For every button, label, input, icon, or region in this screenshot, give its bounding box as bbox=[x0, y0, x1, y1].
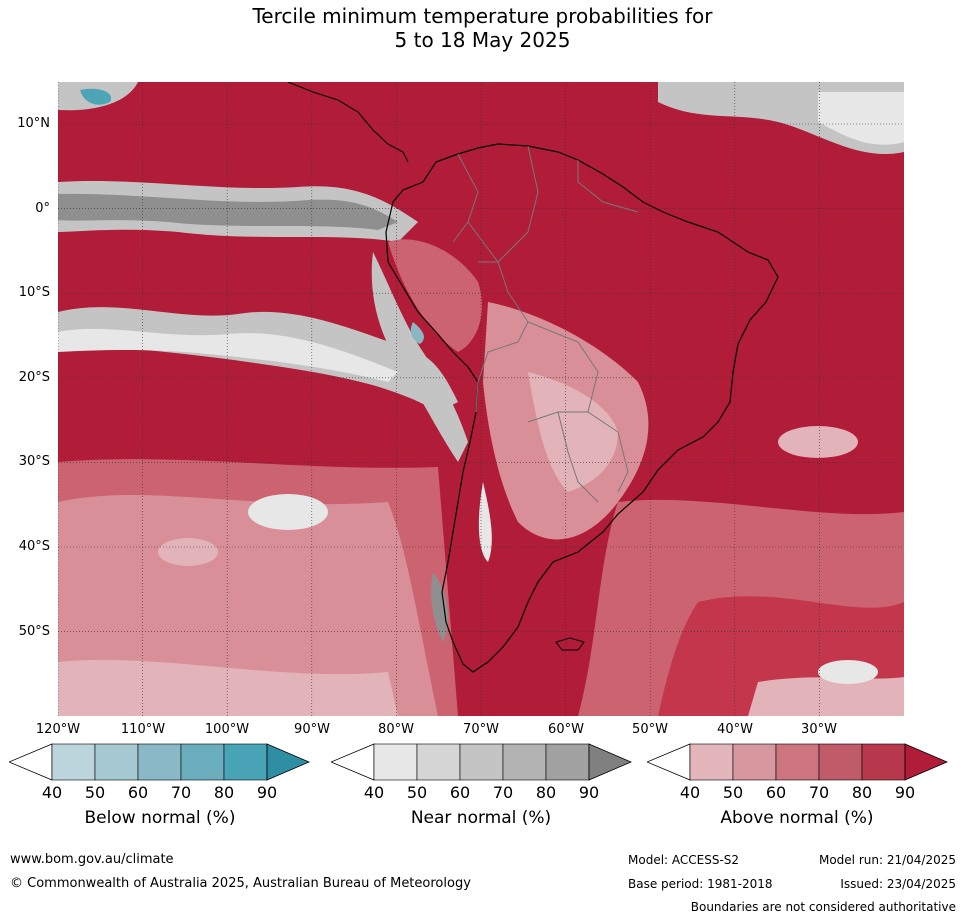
lat-label-0: 0° bbox=[35, 201, 50, 216]
below-normal-patch-andes bbox=[410, 322, 424, 344]
above-tick-90: 90 bbox=[894, 783, 916, 802]
south-america-coastline bbox=[385, 143, 779, 673]
lat-label-50s: 50°S bbox=[18, 624, 50, 639]
above-swatch-3 bbox=[775, 743, 820, 781]
base-period-text: Base period: 1981-2018 bbox=[628, 877, 773, 891]
near-swatch-6 bbox=[588, 743, 632, 781]
issued-text: Issued: 23/04/2025 bbox=[840, 877, 956, 891]
lon-label-110w: 110°W bbox=[120, 722, 166, 737]
above-tick-80: 80 bbox=[851, 783, 873, 802]
above-swatch-4 bbox=[818, 743, 863, 781]
lon-label-60w: 60°W bbox=[548, 722, 584, 737]
near-swatch-4 bbox=[502, 743, 547, 781]
lon-label-30w: 30°W bbox=[801, 722, 837, 737]
lon-label-70w: 70°W bbox=[463, 722, 499, 737]
lat-label-10n: 10°N bbox=[17, 116, 50, 131]
title-line-2: 5 to 18 May 2025 bbox=[394, 28, 571, 52]
near-tick-50: 50 bbox=[406, 783, 428, 802]
below-normal-colorbar bbox=[9, 743, 310, 781]
above-swatch-0 bbox=[647, 743, 691, 781]
above-swatch-6 bbox=[904, 743, 948, 781]
central-america-coastline bbox=[287, 82, 409, 163]
near-swatch-5 bbox=[545, 743, 590, 781]
graticule bbox=[58, 82, 904, 716]
near-tick-90: 90 bbox=[578, 783, 600, 802]
lat-label-30s: 30°S bbox=[18, 454, 50, 469]
lon-label-40w: 40°W bbox=[717, 722, 753, 737]
patagonia-near-strip bbox=[478, 482, 492, 562]
north-atlantic-near-light bbox=[818, 92, 904, 145]
south-pacific-light-field bbox=[58, 494, 438, 716]
below-swatch-5 bbox=[223, 743, 268, 781]
below-tick-40: 40 bbox=[41, 783, 63, 802]
andes-north-field bbox=[388, 239, 482, 352]
lat-label-40s: 40°S bbox=[18, 539, 50, 554]
near-tick-60: 60 bbox=[449, 783, 471, 802]
above-normal-colorbar bbox=[647, 743, 948, 781]
interior-lighter-field bbox=[528, 372, 618, 492]
lon-label-90w: 90°W bbox=[294, 722, 330, 737]
above-swatch-2 bbox=[732, 743, 777, 781]
below-swatch-0 bbox=[9, 743, 53, 781]
south-atlantic-light-patch-2 bbox=[818, 660, 878, 684]
far-south-east-field bbox=[748, 677, 904, 716]
below-tick-60: 60 bbox=[127, 783, 149, 802]
above-normal-title: Above normal (%) bbox=[720, 808, 874, 828]
model-run-text: Model run: 21/04/2025 bbox=[818, 853, 956, 867]
lon-label-50w: 50°W bbox=[632, 722, 668, 737]
falklands-outline bbox=[555, 637, 585, 651]
above-tick-40: 40 bbox=[679, 783, 701, 802]
south-atlantic-light-patch-1 bbox=[778, 426, 858, 458]
below-swatch-1 bbox=[51, 743, 96, 781]
near-swatch-3 bbox=[459, 743, 504, 781]
below-swatch-6 bbox=[266, 743, 310, 781]
far-south-field bbox=[58, 659, 398, 716]
south-pacific-near-light bbox=[58, 328, 398, 382]
below-tick-50: 50 bbox=[84, 783, 106, 802]
near-tick-40: 40 bbox=[363, 783, 385, 802]
lon-label-80w: 80°W bbox=[378, 722, 414, 737]
model-text: Model: ACCESS-S2 bbox=[628, 853, 740, 867]
below-swatch-4 bbox=[180, 743, 225, 781]
equatorial-near-core bbox=[58, 193, 398, 230]
below-swatch-3 bbox=[137, 743, 182, 781]
copyright-text: © Commonwealth of Australia 2025, Austra… bbox=[10, 876, 471, 891]
country-borders bbox=[452, 145, 639, 503]
website-link[interactable]: www.bom.gov.au/climate bbox=[10, 852, 174, 867]
southern-andes-near-strip bbox=[431, 572, 449, 642]
below-tick-70: 70 bbox=[170, 783, 192, 802]
map-canvas bbox=[58, 82, 904, 716]
south-pacific-light-patch-1 bbox=[248, 494, 328, 530]
near-normal-title: Near normal (%) bbox=[410, 808, 552, 828]
south-pacific-light-patch-2 bbox=[158, 538, 218, 566]
above-tick-50: 50 bbox=[722, 783, 744, 802]
lat-label-20s: 20°S bbox=[18, 370, 50, 385]
lon-label-100w: 100°W bbox=[204, 722, 250, 737]
lat-label-10s: 10°S bbox=[18, 285, 50, 300]
below-swatch-2 bbox=[94, 743, 139, 781]
near-swatch-1 bbox=[373, 743, 418, 781]
above-tick-70: 70 bbox=[808, 783, 830, 802]
near-swatch-0 bbox=[331, 743, 375, 781]
near-swatch-2 bbox=[416, 743, 461, 781]
below-normal-patch-north bbox=[80, 88, 112, 105]
above-swatch-1 bbox=[689, 743, 734, 781]
probability-map bbox=[58, 82, 904, 716]
below-tick-80: 80 bbox=[213, 783, 235, 802]
near-tick-70: 70 bbox=[492, 783, 514, 802]
lon-label-120w: 120°W bbox=[35, 722, 81, 737]
below-normal-title: Below normal (%) bbox=[84, 808, 236, 828]
near-normal-colorbar bbox=[331, 743, 632, 781]
chart-title: Tercile minimum temperature probabilitie… bbox=[0, 4, 965, 52]
below-tick-90: 90 bbox=[256, 783, 278, 802]
above-tick-60: 60 bbox=[765, 783, 787, 802]
above-swatch-5 bbox=[861, 743, 906, 781]
boundaries-disclaimer: Boundaries are not considered authoritat… bbox=[690, 900, 956, 914]
title-line-1: Tercile minimum temperature probabilitie… bbox=[252, 4, 713, 28]
near-tick-80: 80 bbox=[535, 783, 557, 802]
andes-near-strip bbox=[371, 252, 468, 462]
